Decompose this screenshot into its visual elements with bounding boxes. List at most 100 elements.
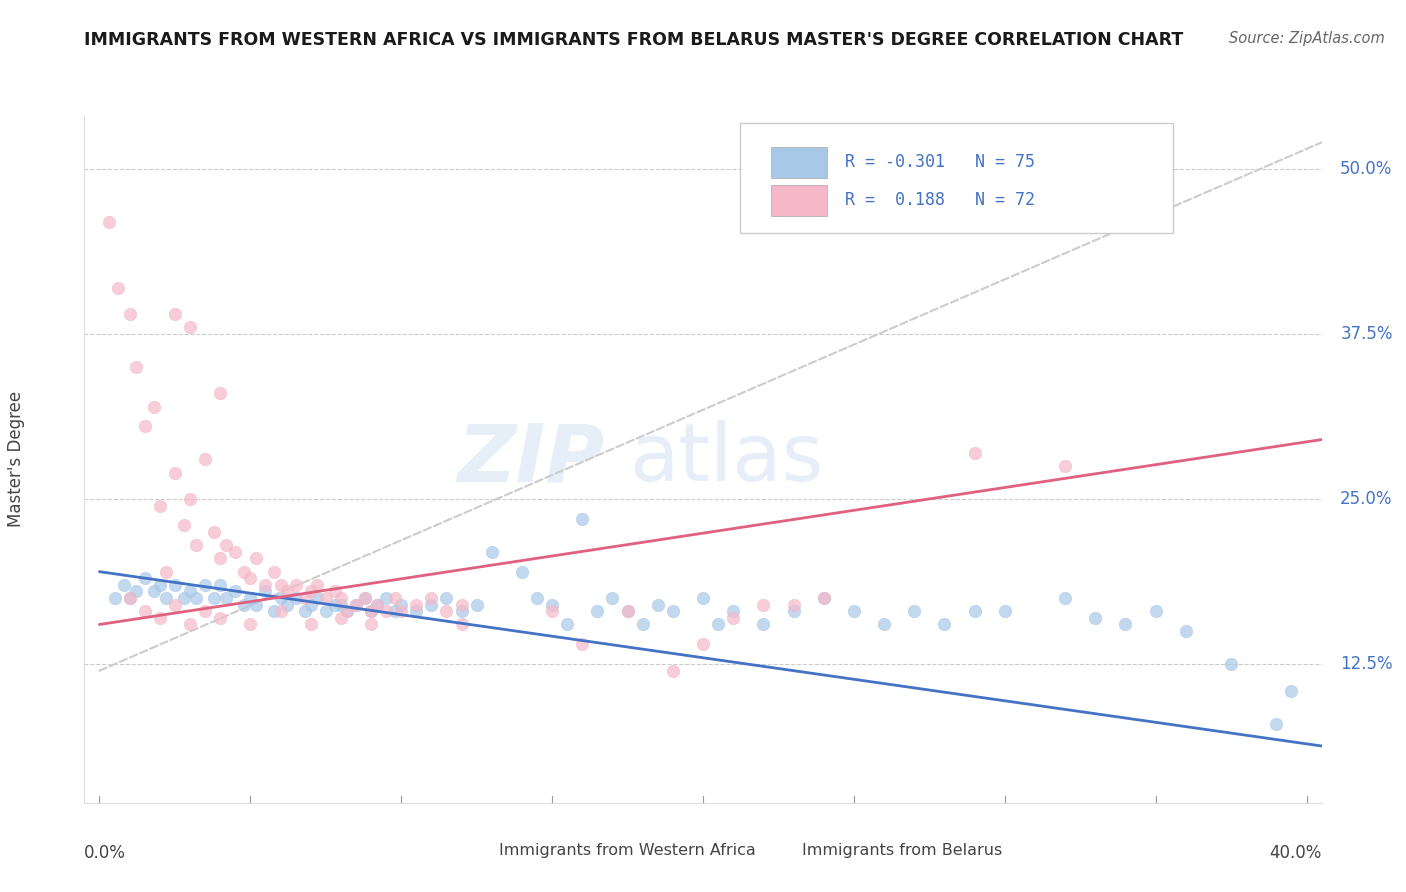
FancyBboxPatch shape: [759, 839, 793, 861]
Text: 12.5%: 12.5%: [1340, 655, 1393, 673]
Point: [963, 604, 986, 618]
Point: [541, 604, 564, 618]
Point: [450, 598, 472, 612]
Point: [963, 446, 986, 460]
Point: [813, 591, 835, 605]
Point: [254, 584, 277, 599]
Point: [541, 598, 564, 612]
Point: [360, 604, 382, 618]
Point: [465, 598, 488, 612]
Point: [450, 617, 472, 632]
Point: [276, 584, 298, 599]
Point: [526, 591, 548, 605]
Point: [782, 604, 804, 618]
Point: [254, 578, 277, 592]
Point: [209, 386, 232, 401]
Point: [155, 565, 177, 579]
Point: [662, 604, 685, 618]
Point: [336, 604, 359, 618]
Text: R = -0.301   N = 75: R = -0.301 N = 75: [845, 153, 1035, 171]
Point: [97, 214, 120, 228]
Point: [873, 617, 896, 632]
Point: [209, 578, 232, 592]
Point: [202, 524, 225, 539]
Point: [194, 604, 217, 618]
Point: [360, 617, 382, 632]
Text: Immigrants from Western Africa: Immigrants from Western Africa: [499, 843, 755, 858]
Point: [124, 584, 146, 599]
Point: [1114, 617, 1136, 632]
Point: [305, 591, 328, 605]
Point: [384, 604, 406, 618]
Point: [263, 604, 285, 618]
Point: [263, 565, 285, 579]
FancyBboxPatch shape: [770, 185, 827, 216]
Point: [142, 400, 165, 414]
Point: [134, 604, 156, 618]
Point: [284, 591, 307, 605]
Point: [616, 604, 638, 618]
Text: ZIP: ZIP: [457, 420, 605, 499]
Point: [1265, 716, 1288, 731]
Point: [1144, 604, 1167, 618]
Point: [360, 604, 382, 618]
Point: [510, 565, 533, 579]
Text: Master's Degree: Master's Degree: [7, 392, 25, 527]
Point: [233, 598, 256, 612]
Point: [305, 578, 328, 592]
Point: [179, 617, 201, 632]
FancyBboxPatch shape: [770, 147, 827, 178]
Point: [173, 591, 195, 605]
Point: [420, 591, 443, 605]
Point: [842, 604, 865, 618]
Point: [276, 598, 298, 612]
Point: [1174, 624, 1197, 639]
Point: [239, 591, 262, 605]
Point: [571, 637, 593, 651]
Point: [1054, 591, 1077, 605]
Point: [450, 604, 472, 618]
Point: [389, 598, 412, 612]
Point: [124, 359, 146, 374]
Point: [118, 307, 141, 321]
Point: [209, 611, 232, 625]
FancyBboxPatch shape: [740, 123, 1173, 233]
Point: [215, 538, 238, 552]
Point: [420, 598, 443, 612]
Point: [354, 591, 377, 605]
Text: 50.0%: 50.0%: [1340, 160, 1392, 178]
Point: [194, 578, 217, 592]
Point: [155, 591, 177, 605]
Point: [315, 604, 337, 618]
Point: [134, 419, 156, 434]
Point: [118, 591, 141, 605]
Text: 25.0%: 25.0%: [1340, 490, 1393, 508]
Point: [149, 499, 172, 513]
Point: [299, 617, 322, 632]
Point: [270, 604, 292, 618]
Point: [752, 598, 775, 612]
Point: [299, 584, 322, 599]
Point: [134, 571, 156, 585]
Point: [329, 611, 352, 625]
Point: [179, 320, 201, 334]
Point: [692, 591, 714, 605]
Point: [239, 617, 262, 632]
Point: [179, 491, 201, 506]
Point: [354, 591, 377, 605]
Point: [233, 565, 256, 579]
Point: [224, 545, 246, 559]
Point: [329, 598, 352, 612]
Point: [224, 584, 246, 599]
Point: [163, 578, 186, 592]
Text: IMMIGRANTS FROM WESTERN AFRICA VS IMMIGRANTS FROM BELARUS MASTER'S DEGREE CORREL: IMMIGRANTS FROM WESTERN AFRICA VS IMMIGR…: [84, 31, 1184, 49]
Point: [555, 617, 578, 632]
Point: [934, 617, 956, 632]
Point: [323, 584, 346, 599]
Point: [142, 584, 165, 599]
Point: [336, 604, 359, 618]
Point: [118, 591, 141, 605]
Point: [481, 545, 503, 559]
Point: [194, 452, 217, 467]
Point: [179, 584, 201, 599]
